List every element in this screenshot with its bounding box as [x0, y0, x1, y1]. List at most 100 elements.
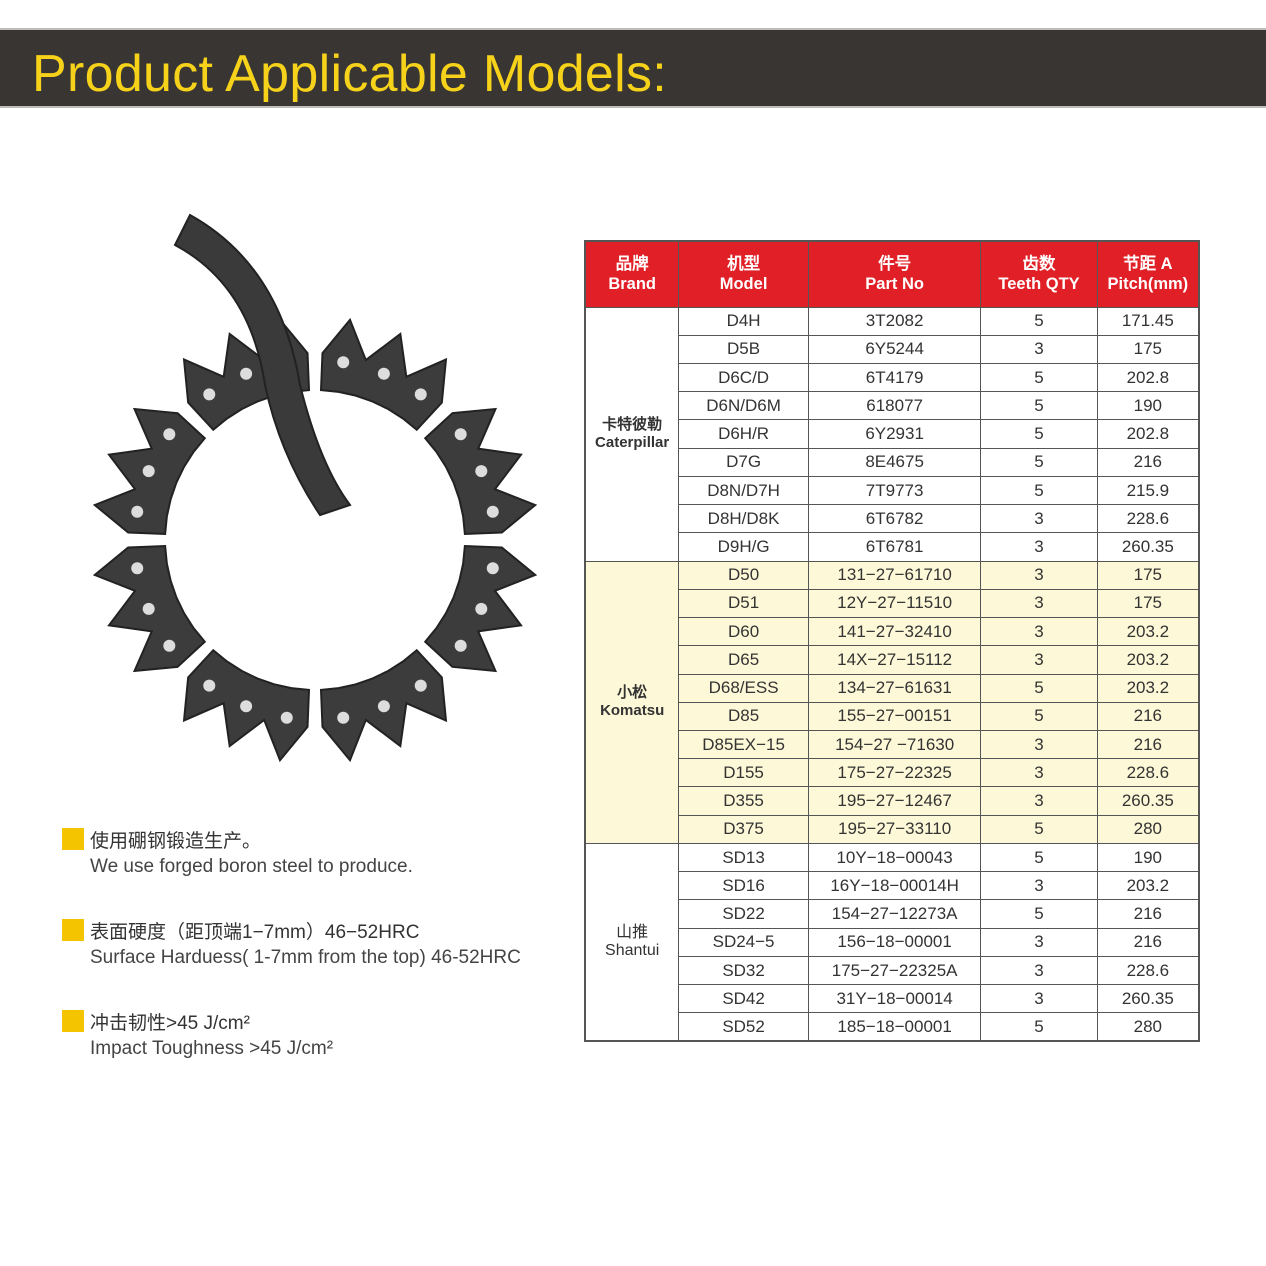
model-cell: D6N/D6M	[678, 391, 809, 421]
part-no-cell: 10Y−18−00043	[807, 842, 982, 873]
teeth-qty-cell: 5	[980, 447, 1098, 477]
table-row: 卡特彼勒 Caterpillar D4H 3T2082 5 171.45	[584, 306, 1200, 562]
teeth-qty-cell: 3	[980, 504, 1098, 534]
table-row: D68/ESS 134−27−61631 5 203.2	[585, 673, 1200, 703]
pitch-cell: 190	[1096, 391, 1200, 421]
bolt-hole	[203, 388, 216, 401]
pitch-cell: 203.2	[1096, 871, 1200, 901]
model-cell: D6C/D	[678, 362, 809, 393]
brand-cell: 山推 Shantui	[584, 842, 680, 1042]
pitch-cell: 175	[1096, 334, 1200, 364]
teeth-qty-cell: 5	[980, 1012, 1098, 1042]
bolt-hole	[414, 679, 427, 692]
table-row: SD16 16Y−18−00014H 3 203.2	[585, 871, 1200, 901]
feature-en: Impact Toughness >45 J/cm²	[90, 1038, 334, 1059]
pitch-cell: 260.35	[1096, 532, 1200, 562]
model-cell: SD16	[678, 871, 809, 901]
applicable-models-table: 品牌 Brand 机型 Model 件号 Part No 齿数 Teeth QTY 节距 A Pi…	[584, 240, 1200, 1043]
table-row: D6N/D6M 618077 5 190	[585, 391, 1200, 421]
pitch-cell: 216	[1096, 927, 1200, 957]
pitch-cell: 216	[1096, 447, 1200, 477]
pitch-cell: 202.8	[1096, 362, 1200, 393]
model-cell: SD22	[678, 899, 809, 929]
teeth-qty-cell: 5	[980, 842, 1098, 873]
sprocket-segment-side	[173, 213, 352, 517]
pitch-cell: 260.35	[1096, 786, 1200, 816]
teeth-qty-cell: 3	[980, 617, 1098, 647]
teeth-qty-cell: 3	[980, 334, 1098, 364]
pitch-cell: 215.9	[1096, 475, 1200, 506]
bolt-hole	[414, 388, 427, 401]
bullet-square-icon	[62, 1010, 84, 1032]
teeth-qty-cell: 5	[980, 814, 1098, 844]
pitch-cell: 202.8	[1096, 419, 1200, 449]
table-row: D85 155−27−00151 5 216	[585, 701, 1200, 732]
table-row: SD22 154−27−12273A 5 216	[585, 899, 1200, 929]
part-no-cell: 155−27−00151	[807, 701, 982, 732]
brand-en: Shantui	[605, 942, 660, 960]
model-cell: D65	[678, 645, 809, 675]
part-no-cell: 14X−27−15112	[807, 645, 982, 675]
teeth-qty-cell: 5	[980, 362, 1098, 393]
part-no-cell: 8E4675	[807, 447, 982, 477]
pitch-cell: 228.6	[1096, 758, 1200, 788]
model-cell: D85EX−15	[678, 730, 809, 760]
teeth-qty-cell: 3	[980, 588, 1098, 619]
part-no-cell: 141−27−32410	[807, 617, 982, 647]
column-header: 件号 Part No	[807, 240, 982, 308]
part-no-cell: 154−27 −71630	[807, 730, 982, 760]
model-cell: SD24−5	[678, 927, 809, 957]
model-cell: SD13	[678, 842, 809, 873]
model-cell: D50	[678, 560, 809, 590]
teeth-qty-cell: 3	[980, 955, 1098, 986]
bolt-hole	[142, 465, 155, 478]
teeth-qty-cell: 5	[980, 899, 1098, 929]
part-no-cell: 175−27−22325A	[807, 955, 982, 986]
part-no-cell: 134−27−61631	[807, 673, 982, 703]
column-header: 机型 Model	[678, 240, 809, 308]
sprocket-segments-image	[92, 213, 538, 763]
bolt-hole	[131, 562, 144, 575]
part-no-cell: 195−27−12467	[807, 786, 982, 816]
part-no-cell: 618077	[807, 391, 982, 421]
model-cell: SD42	[678, 984, 809, 1014]
column-header: 节距 A Pitch(mm)	[1096, 240, 1200, 308]
part-no-cell: 7T9773	[807, 475, 982, 506]
bolt-hole	[280, 711, 293, 724]
bolt-hole	[377, 367, 390, 380]
teeth-qty-cell: 3	[980, 984, 1098, 1014]
pitch-cell: 216	[1096, 730, 1200, 760]
teeth-qty-cell: 5	[980, 419, 1098, 449]
part-no-cell: 31Y−18−00014	[807, 984, 982, 1014]
part-no-cell: 12Y−27−11510	[807, 588, 982, 619]
table-row: D375 195−27−33110 5 280	[585, 814, 1200, 844]
feature-cn: 表面硬度（距顶端1−7mm）46−52HRC	[90, 922, 420, 943]
bolt-hole	[486, 505, 499, 518]
model-cell: D5B	[678, 334, 809, 364]
teeth-qty-cell: 3	[980, 645, 1098, 675]
bolt-hole	[240, 367, 253, 380]
teeth-qty-cell: 3	[980, 786, 1098, 816]
bolt-hole	[163, 428, 176, 441]
header-en: Pitch(mm)	[1107, 275, 1189, 294]
teeth-qty-cell: 5	[980, 673, 1098, 703]
feature-en: We use forged boron steel to produce.	[90, 856, 413, 877]
pitch-cell: 175	[1096, 588, 1200, 619]
column-header: 品牌 Brand	[584, 240, 680, 308]
model-cell: D6H/R	[678, 419, 809, 449]
table-row: D8H/D8K 6T6782 3 228.6	[585, 504, 1200, 534]
model-cell: SD32	[678, 955, 809, 986]
feature-cn: 冲击韧性>45 J/cm²	[90, 1013, 250, 1034]
table-row: SD24−5 156−18−00001 3 216	[585, 927, 1200, 957]
part-no-cell: 6Y5244	[807, 334, 982, 364]
part-no-cell: 185−18−00001	[807, 1012, 982, 1042]
pitch-cell: 280	[1096, 1012, 1200, 1042]
bullet-square-icon	[62, 919, 84, 941]
feature-cn: 使用硼钢锻造生产。	[90, 831, 262, 852]
brand-en: Komatsu	[600, 702, 665, 720]
pitch-cell: 280	[1096, 814, 1200, 844]
table-row: D9H/G 6T6781 3 260.35	[585, 532, 1200, 562]
header-cn: 齿数	[1022, 255, 1056, 274]
brand-cn: 卡特彼勒	[602, 416, 663, 434]
model-cell: D8N/D7H	[678, 475, 809, 506]
